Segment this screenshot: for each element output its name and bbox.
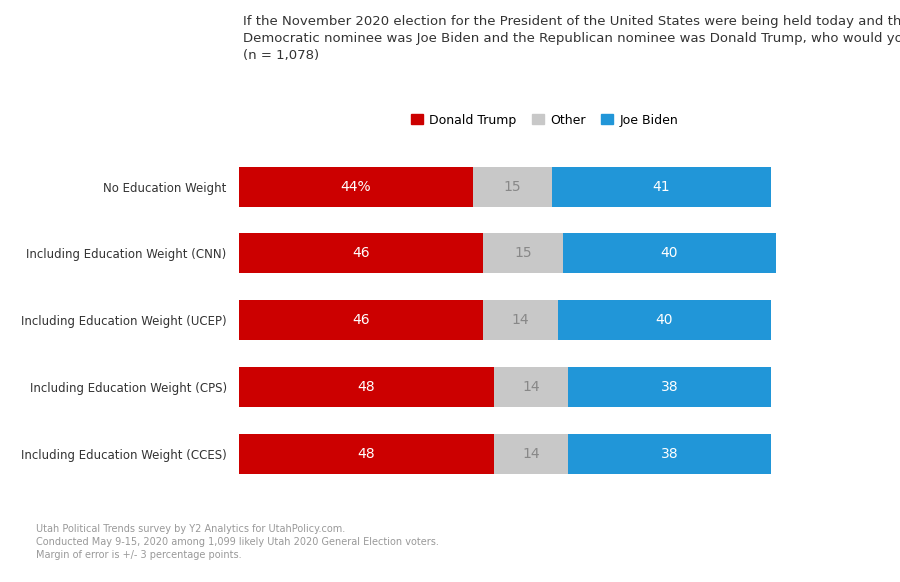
Text: 48: 48 [357,380,375,394]
Text: 41: 41 [652,180,670,194]
Text: 46: 46 [352,313,370,327]
Text: 40: 40 [661,246,679,260]
Text: 14: 14 [512,313,529,327]
Bar [238,434,494,474]
Text: 46: 46 [352,246,370,260]
Text: 14: 14 [522,446,540,460]
Bar [238,166,472,207]
Bar [494,434,569,474]
Bar [238,233,483,274]
Bar [558,300,770,340]
Text: 15: 15 [515,246,532,260]
Bar [569,367,770,407]
Bar [494,367,569,407]
Text: 38: 38 [661,380,679,394]
Text: 15: 15 [504,180,521,194]
Bar [569,434,770,474]
Text: 38: 38 [661,446,679,460]
Legend: Donald Trump, Other, Joe Biden: Donald Trump, Other, Joe Biden [406,109,683,132]
Bar [238,367,494,407]
Bar [563,233,776,274]
Text: Utah Political Trends survey by Y2 Analytics for UtahPolicy.com.
Conducted May 9: Utah Political Trends survey by Y2 Analy… [36,524,439,560]
Text: If the November 2020 election for the President of the United States were being : If the November 2020 election for the Pr… [243,15,900,62]
Bar [472,166,553,207]
Text: 40: 40 [655,313,673,327]
Bar [483,300,558,340]
Text: 14: 14 [522,380,540,394]
Text: 44%: 44% [340,180,371,194]
Bar [553,166,770,207]
Bar [238,300,483,340]
Bar [483,233,563,274]
Text: 48: 48 [357,446,375,460]
